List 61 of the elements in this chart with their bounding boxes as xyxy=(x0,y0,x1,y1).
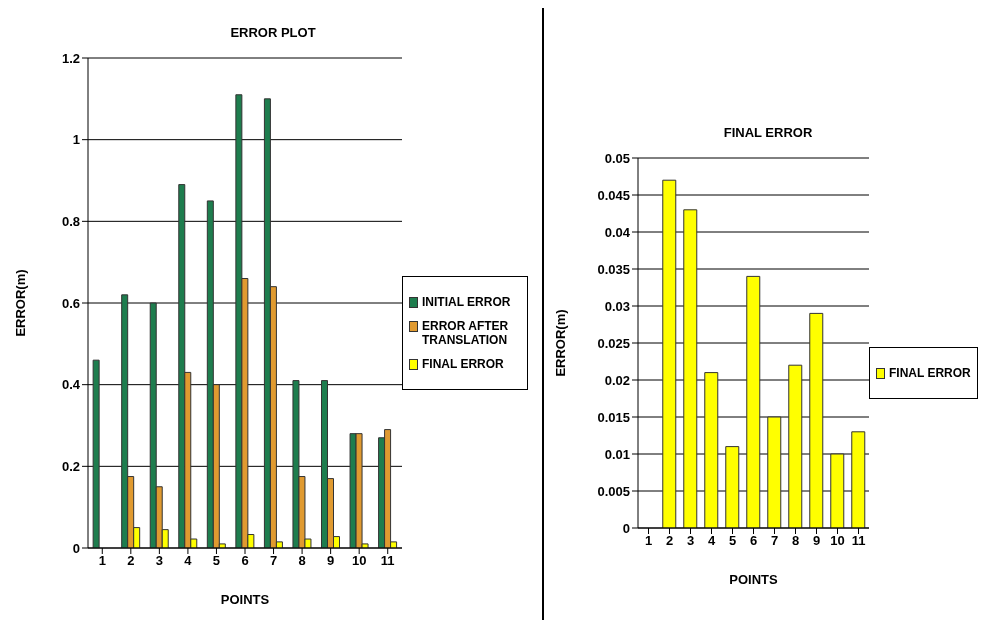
x-tick-label: 6 xyxy=(241,553,249,569)
x-tick-label: 2 xyxy=(665,533,674,549)
legend-label: FINAL ERROR xyxy=(889,366,971,380)
y-tick-label: 0.6 xyxy=(61,295,80,311)
bar xyxy=(92,359,100,548)
x-tick-label: 3 xyxy=(686,533,695,549)
bar xyxy=(809,312,824,528)
y-tick-label: 0.005 xyxy=(597,483,630,499)
x-tick-label: 10 xyxy=(351,553,367,569)
y-axis-title: ERROR(m) xyxy=(552,309,568,377)
y-tick-label: 0.02 xyxy=(604,372,630,388)
legend-label: FINAL ERROR xyxy=(422,357,504,371)
x-tick-label: 11 xyxy=(851,533,866,549)
bar xyxy=(704,372,719,528)
y-axis-title: ERROR(m) xyxy=(12,269,28,337)
bar xyxy=(725,446,740,528)
y-tick-label: 0.05 xyxy=(604,150,630,166)
bar xyxy=(851,431,866,528)
x-axis-title: POINTS xyxy=(220,592,270,607)
y-tick-label: 0.015 xyxy=(597,409,630,425)
x-tick-label: 4 xyxy=(707,533,716,549)
bar xyxy=(767,416,782,528)
x-tick-label: 8 xyxy=(791,533,800,549)
y-tick-label: 0.03 xyxy=(604,298,630,314)
y-tick-label: 0.035 xyxy=(597,261,630,277)
bar xyxy=(683,209,698,528)
x-tick-label: 2 xyxy=(127,553,135,569)
y-tick-label: 0 xyxy=(72,540,80,556)
y-tick-label: 0.8 xyxy=(61,213,80,229)
y-tick-label: 0.4 xyxy=(61,377,81,393)
legend-label: ERROR AFTER TRANSLATION xyxy=(422,319,510,347)
bar xyxy=(830,453,845,528)
x-tick-label: 1 xyxy=(644,533,653,549)
x-tick-label: 1 xyxy=(98,553,106,569)
y-tick-label: 0.2 xyxy=(61,458,80,474)
legend-label: INITIAL ERROR xyxy=(422,295,511,309)
x-tick-label: 9 xyxy=(327,553,335,569)
x-tick-label: 3 xyxy=(155,553,163,569)
y-tick-label: 0.045 xyxy=(597,187,630,203)
y-tick-label: 1 xyxy=(72,132,80,148)
bar xyxy=(662,179,677,528)
x-tick-label: 9 xyxy=(812,533,821,549)
x-tick-label: 5 xyxy=(728,533,737,549)
x-tick-label: 4 xyxy=(184,553,193,569)
x-tick-label: 6 xyxy=(749,533,758,549)
y-tick-label: 0 xyxy=(622,520,630,536)
y-tick-label: 1.2 xyxy=(61,50,80,66)
x-axis-title: POINTS xyxy=(729,572,779,587)
x-tick-label: 5 xyxy=(212,553,221,569)
bar xyxy=(746,275,761,528)
x-tick-label: 8 xyxy=(298,553,306,569)
x-tick-label: 7 xyxy=(269,553,278,569)
chart-title: ERROR PLOT xyxy=(229,24,317,42)
y-tick-label: 0.025 xyxy=(597,335,630,351)
x-tick-label: 11 xyxy=(380,553,395,569)
y-tick-label: 0.04 xyxy=(604,224,631,240)
x-tick-label: 7 xyxy=(770,533,779,549)
x-tick-label: 10 xyxy=(830,533,845,549)
bar xyxy=(788,364,803,528)
chart-title: FINAL ERROR xyxy=(722,124,814,142)
y-tick-label: 0.01 xyxy=(604,446,630,462)
